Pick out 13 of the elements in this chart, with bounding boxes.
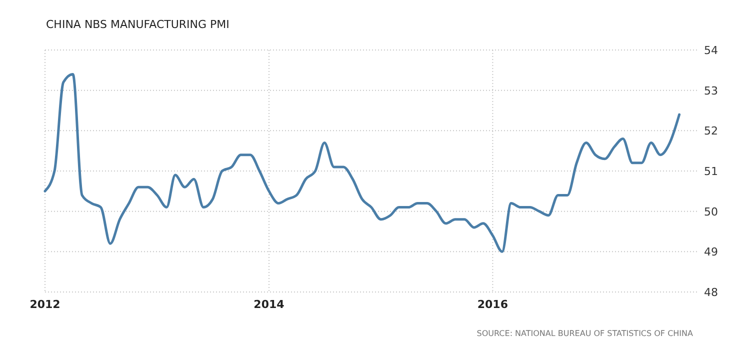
source-note: SOURCE: NATIONAL BUREAU OF STATISTICS OF CHINA: [476, 329, 694, 338]
line-series: [44, 72, 681, 253]
y-tick-label: 54: [704, 44, 718, 57]
y-tick-label: 48: [704, 286, 718, 299]
x-tick-label: 2014: [254, 298, 285, 311]
x-tick-label: 2016: [477, 298, 508, 311]
y-tick-label: 51: [704, 165, 718, 178]
chart-title: CHINA NBS MANUFACTURING PMI: [46, 18, 230, 31]
x-tick-label: 2012: [30, 298, 60, 311]
y-tick-label: 50: [704, 205, 718, 218]
y-tick-label: 53: [704, 84, 718, 98]
y-tick-label: 49: [704, 246, 718, 259]
y-tick-label: 52: [704, 124, 718, 138]
